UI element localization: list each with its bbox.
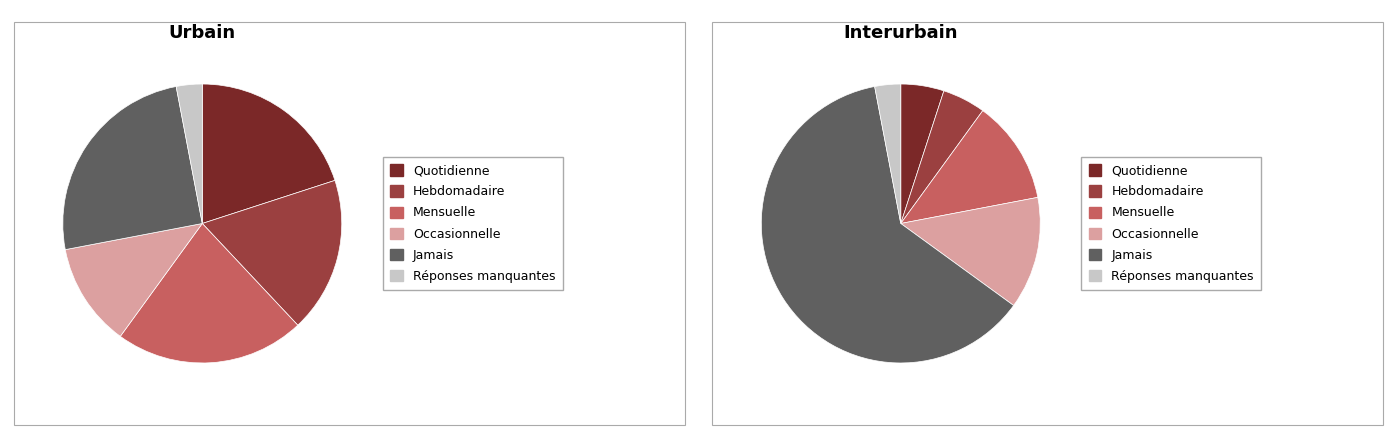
Wedge shape xyxy=(63,86,203,249)
Legend: Quotidienne, Hebdomadaire, Mensuelle, Occasionnelle, Jamais, Réponses manquantes: Quotidienne, Hebdomadaire, Mensuelle, Oc… xyxy=(1081,157,1261,290)
Wedge shape xyxy=(176,84,203,224)
Wedge shape xyxy=(66,224,203,336)
Wedge shape xyxy=(120,224,298,363)
Title: Urbain: Urbain xyxy=(169,24,236,42)
Wedge shape xyxy=(901,84,944,224)
Wedge shape xyxy=(901,198,1041,305)
Legend: Quotidienne, Hebdomadaire, Mensuelle, Occasionnelle, Jamais, Réponses manquantes: Quotidienne, Hebdomadaire, Mensuelle, Oc… xyxy=(383,157,563,290)
Wedge shape xyxy=(203,181,342,325)
Wedge shape xyxy=(901,91,982,224)
Wedge shape xyxy=(901,111,1038,224)
Wedge shape xyxy=(761,86,1014,363)
Wedge shape xyxy=(875,84,901,224)
Wedge shape xyxy=(203,84,335,224)
Title: Interurbain: Interurbain xyxy=(844,24,958,42)
